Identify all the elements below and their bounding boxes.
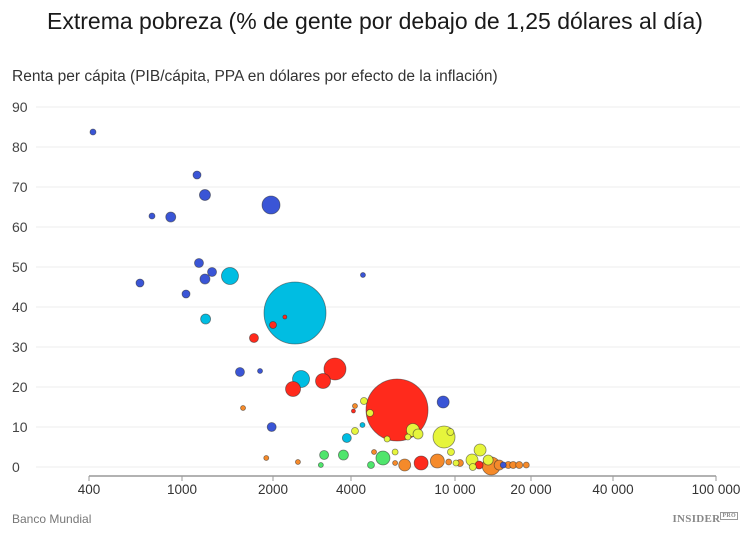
data-bubble-blue [261,195,281,215]
data-bubble-cyan [200,313,212,325]
data-bubble-red [351,408,356,414]
data-bubble-orange [515,461,524,469]
data-bubble-blue [135,278,145,288]
y-tick-label: 0 [12,459,20,475]
data-bubble-yellow [360,397,368,405]
y-tick-label: 90 [12,99,28,115]
data-bubble-yellow [404,433,412,441]
data-bubble-orange [398,458,412,472]
data-bubble-blue [181,289,191,299]
y-tick-label: 30 [12,339,28,355]
data-bubble-blue [266,422,277,432]
x-tick-label: 4000 [336,482,366,497]
data-bubble-yellow [383,435,391,443]
data-bubble-green [317,462,324,468]
data-bubble-yellow [391,448,399,456]
data-bubble-orange [429,453,445,469]
data-bubble-red [282,314,288,320]
data-bubble-yellow [452,459,460,467]
data-bubble-red [315,373,331,389]
data-bubble-green [367,461,375,469]
data-bubble-orange [263,455,270,461]
y-tick-label: 80 [12,139,28,155]
data-bubble-yellow [351,427,359,435]
x-tick-label: 1000 [167,482,197,497]
data-bubble-red [249,333,259,343]
data-bubble-cyan [359,422,366,428]
data-bubble-orange [240,405,246,411]
source-label: Banco Mundial [12,512,92,526]
data-bubble-blue [192,170,202,180]
data-bubble-red [413,455,429,471]
data-bubble-cyan [221,267,239,285]
data-bubble-green [338,449,349,461]
data-bubble-blue [436,395,450,409]
data-bubble-blue [199,189,211,201]
y-tick-label: 50 [12,259,28,275]
data-bubble-blue [194,258,204,268]
data-bubble-blue [165,211,177,223]
data-bubble-blue [257,368,263,374]
y-tick-label: 40 [12,299,28,315]
data-bubble-orange [371,449,377,455]
brand-logo: INSIDER PRO [672,512,738,525]
data-bubble-orange [522,461,530,469]
data-bubble-yellow [412,428,424,440]
data-bubble-red [285,381,301,397]
data-bubble-yellow [446,428,455,436]
data-bubble-cyan [341,433,352,443]
x-tick-label: 10 000 [434,482,475,497]
data-bubble-orange [295,459,301,465]
data-bubble-blue [360,272,366,278]
data-bubble-orange [392,460,399,466]
data-bubble-green [319,450,330,460]
data-bubble-yellow [366,409,374,417]
data-bubble-red [323,357,347,381]
data-bubble-yellow [473,443,487,457]
data-bubble-yellow [468,463,477,471]
y-axis-label: Renta per cápita (PIB/cápita, PPA en dól… [12,68,498,85]
data-bubble-blue [148,212,156,220]
y-tick-label: 60 [12,219,28,235]
data-bubble-blue [89,128,97,136]
data-bubble-blue [499,461,507,469]
data-bubble-orange [445,458,453,466]
x-tick-label: 400 [78,482,101,497]
data-bubble-yellow [447,448,455,456]
data-bubble-red [269,321,277,329]
data-bubble-blue [235,367,245,377]
y-tick-label: 20 [12,379,28,395]
chart-title: Extrema pobreza (% de gente por debajo d… [47,8,703,34]
data-bubble-cyan [263,281,327,345]
x-tick-label: 100 000 [692,482,741,497]
x-tick-label: 20 000 [510,482,551,497]
data-bubble-green [375,450,391,466]
data-bubble-blue [207,267,217,277]
brand-badge: PRO [720,512,738,521]
data-bubble-blue [199,273,211,285]
brand-name: INSIDER [672,513,721,525]
y-tick-label: 70 [12,179,28,195]
x-tick-label: 2000 [258,482,288,497]
data-bubble-yellow [482,454,494,466]
x-tick-label: 40 000 [592,482,633,497]
y-tick-label: 10 [12,419,28,435]
data-bubble-orange [352,403,358,409]
